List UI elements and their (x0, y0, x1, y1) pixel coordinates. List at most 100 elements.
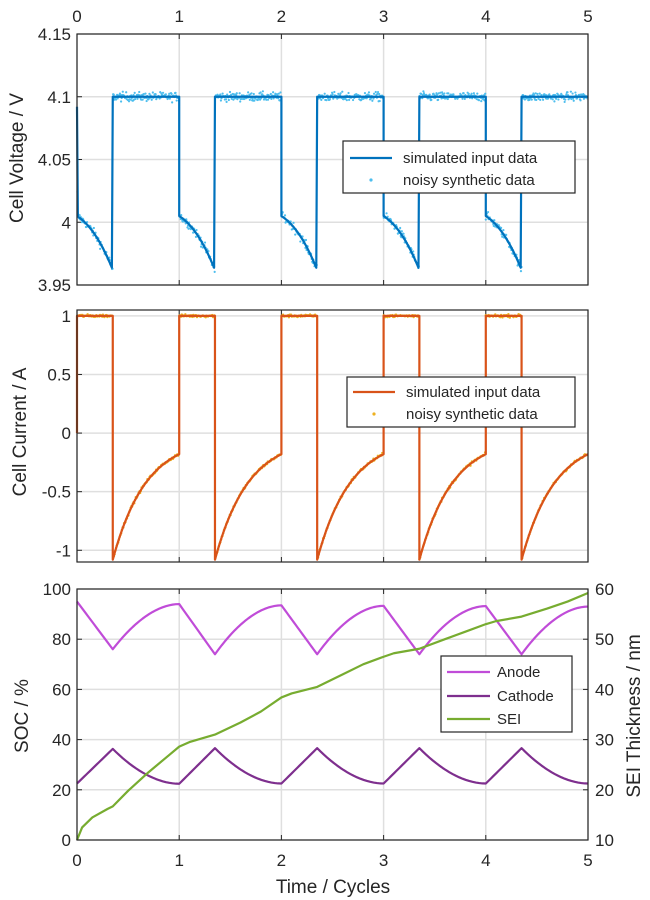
y2-tick-label: 20 (595, 781, 614, 800)
noisy-voltage-point (534, 92, 537, 95)
noisy-voltage-point (447, 92, 450, 95)
noisy-voltage-point (428, 93, 431, 96)
noisy-voltage-point (235, 92, 238, 95)
noisy-voltage-point (553, 100, 556, 103)
noisy-voltage-point (195, 228, 198, 232)
noisy-voltage-point (227, 98, 230, 102)
noisy-voltage-point (133, 91, 136, 94)
noisy-voltage-point (78, 214, 81, 217)
noisy-voltage-point (320, 98, 323, 101)
y-tick-label: 3.95 (38, 276, 71, 295)
noisy-voltage-point (99, 247, 102, 250)
noisy-voltage-point (192, 231, 195, 234)
noisy-voltage-point (129, 98, 132, 101)
noisy-voltage-point (114, 98, 118, 101)
noisy-voltage-point (216, 93, 219, 96)
soc-legend: Anode Cathode SEI (440, 655, 573, 733)
noisy-voltage-point (228, 90, 232, 94)
noisy-voltage-point (567, 98, 570, 101)
axes-frame (76, 33, 589, 286)
y-tick-label: 4 (62, 213, 71, 232)
noisy-voltage-point (283, 214, 287, 217)
noisy-voltage-point (378, 99, 381, 103)
noisy-voltage-point (154, 93, 157, 96)
noisy-voltage-point (127, 100, 131, 103)
y2-tick-label: 10 (595, 831, 614, 850)
noisy-voltage-point (168, 97, 171, 100)
noisy-voltage-point (385, 212, 388, 215)
noisy-voltage-point (213, 270, 216, 274)
noisy-voltage-point (338, 93, 342, 97)
noisy-voltage-point (435, 93, 439, 96)
simulated-current-line (75, 314, 589, 561)
noisy-voltage-point (430, 98, 433, 101)
noisy-voltage-point (376, 92, 379, 96)
noisy-voltage-point (400, 230, 403, 233)
noisy-voltage-point (564, 98, 567, 101)
noisy-voltage-point (339, 92, 342, 95)
noisy-voltage-point (292, 221, 295, 224)
noisy-voltage-point (355, 93, 358, 96)
noisy-voltage-point (571, 92, 574, 95)
noisy-voltage-point (164, 93, 167, 96)
legend-label-1: simulated input data (403, 150, 538, 167)
x-tick-label-top: 1 (174, 7, 183, 26)
noisy-voltage-point (422, 90, 425, 93)
noisy-voltage-point (125, 91, 128, 94)
noisy-voltage-point (219, 93, 222, 96)
noisy-voltage-point (555, 97, 558, 100)
noisy-voltage-point (557, 98, 560, 101)
current-y-label: Cell Current / A (10, 367, 31, 496)
noisy-voltage-point (299, 240, 302, 243)
y-tick-label: 4.05 (38, 151, 71, 170)
x-tick-label-top: 5 (583, 7, 592, 26)
noisy-voltage-point (219, 99, 223, 102)
noisy-voltage-point (150, 98, 153, 101)
voltage-y-label: Cell Voltage / V (7, 93, 28, 223)
noisy-voltage-point (480, 99, 483, 103)
noisy-voltage-point (254, 97, 257, 100)
noisy-voltage-point (560, 92, 563, 96)
noisy-voltage-point (553, 93, 557, 97)
y-tick-label: -1 (56, 541, 71, 560)
noisy-voltage-point (270, 97, 273, 100)
noisy-voltage-point (240, 97, 243, 101)
noisy-voltage-point (523, 98, 527, 101)
noisy-voltage-point (565, 93, 568, 96)
noisy-voltage-point (500, 226, 503, 229)
noisy-voltage-point (569, 90, 572, 93)
noisy-voltage-point (371, 99, 374, 102)
noisy-voltage-point (540, 93, 543, 97)
noisy-voltage-point (277, 92, 280, 95)
x-tick-label-bottom: 3 (379, 851, 388, 870)
y-tick-label: 0 (62, 424, 71, 443)
noisy-voltage-point (501, 235, 504, 238)
noisy-voltage-point (250, 92, 253, 95)
noisy-voltage-point (437, 98, 440, 101)
series-line-sei (75, 592, 589, 841)
noisy-voltage-point (336, 97, 339, 100)
noisy-voltage-point (537, 97, 540, 100)
sei-y-label: SEI Thickness / nm (624, 634, 645, 797)
x-tick-label-bottom: 5 (583, 851, 592, 870)
legend-label-2: noisy synthetic data (403, 172, 535, 189)
x-tick-label-bottom: 4 (481, 851, 490, 870)
noisy-voltage-point (168, 92, 171, 95)
noisy-voltage-point (574, 91, 577, 94)
noisy-voltage-point (462, 92, 465, 95)
noisy-voltage-point (171, 101, 174, 104)
noisy-voltage-point (248, 98, 251, 101)
axes-frame (76, 588, 589, 841)
noisy-voltage-point (194, 235, 198, 238)
noisy-voltage-point (446, 97, 449, 101)
noisy-voltage-point (467, 92, 470, 95)
noisy-voltage-point (549, 97, 553, 100)
noisy-voltage-point (572, 99, 575, 102)
noisy-voltage-point (251, 97, 254, 100)
y-tick-label: 40 (52, 731, 71, 750)
x-tick-label-bottom: 1 (174, 851, 183, 870)
noisy-voltage-point (420, 92, 423, 95)
noisy-voltage-point (441, 92, 444, 96)
x-axis-label: Time / Cycles (276, 877, 390, 898)
noisy-voltage-point (463, 97, 466, 101)
